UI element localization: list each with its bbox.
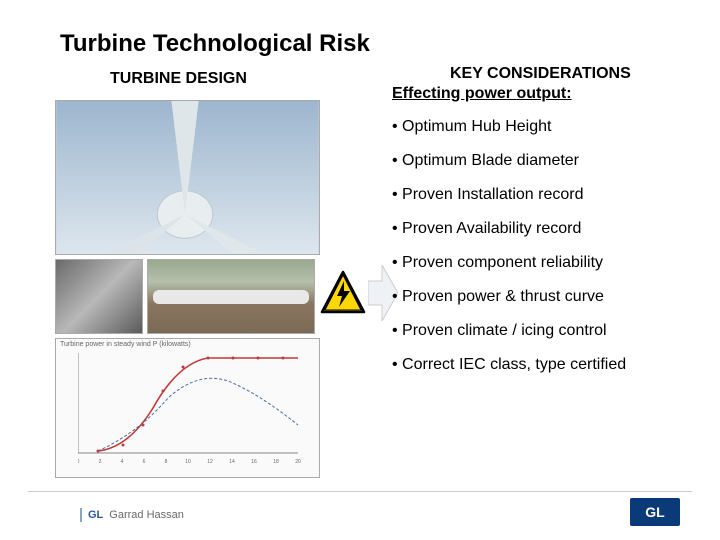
svg-text:18: 18 xyxy=(273,459,279,465)
list-item: • Optimum Hub Height xyxy=(392,118,702,136)
left-image-column: Turbine power in steady wind P (kilowatt… xyxy=(55,100,320,478)
footer-divider xyxy=(28,491,692,492)
power-curve-chart: Turbine power in steady wind P (kilowatt… xyxy=(55,338,320,478)
list-item: • Proven Availability record xyxy=(392,220,702,238)
high-voltage-warning-icon xyxy=(320,270,366,321)
right-column-heading: KEY CONSIDERATIONS xyxy=(450,65,631,83)
list-item: • Proven climate / icing control xyxy=(392,322,702,340)
svg-text:12: 12 xyxy=(207,459,213,465)
svg-text:16: 16 xyxy=(251,459,257,465)
svg-text:6: 6 xyxy=(143,459,146,465)
list-item: • Proven Installation record xyxy=(392,186,702,204)
footer-brand-left: GL Garrad Hassan xyxy=(80,508,184,522)
list-item: • Optimum Blade diameter xyxy=(392,152,702,170)
key-considerations-list: • Optimum Hub Height • Optimum Blade dia… xyxy=(392,118,702,390)
svg-text:10: 10 xyxy=(185,459,191,465)
blade-yard-photo xyxy=(147,259,315,334)
list-item: • Correct IEC class, type certified xyxy=(392,356,702,374)
svg-text:2: 2 xyxy=(99,459,102,465)
chart-title: Turbine power in steady wind P (kilowatt… xyxy=(60,341,191,348)
svg-text:0: 0 xyxy=(78,459,80,465)
svg-text:20: 20 xyxy=(295,459,301,465)
gearbox-photo xyxy=(55,259,143,334)
brand-gl: GL xyxy=(88,509,103,521)
left-column-heading: TURBINE DESIGN xyxy=(110,70,247,88)
brand-name: Garrad Hassan xyxy=(109,509,184,521)
turbine-hub-photo xyxy=(55,100,320,255)
list-item: • Proven component reliability xyxy=(392,254,702,272)
footer-logo: GL xyxy=(630,498,680,526)
slide-title: Turbine Technological Risk xyxy=(60,30,370,58)
svg-text:4: 4 xyxy=(121,459,124,465)
right-subtitle: Effecting power output: xyxy=(392,85,572,103)
svg-text:8: 8 xyxy=(165,459,168,465)
brand-bar-icon xyxy=(80,508,82,522)
list-item: • Proven power & thrust curve xyxy=(392,288,702,306)
svg-text:14: 14 xyxy=(229,459,235,465)
